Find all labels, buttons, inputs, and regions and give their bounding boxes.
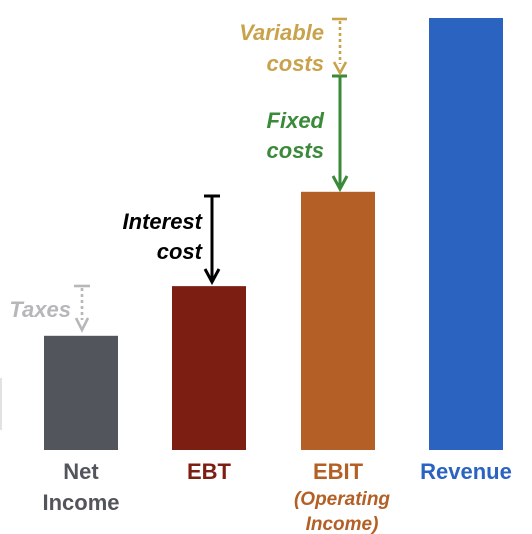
taxes-label: Taxes	[9, 297, 71, 322]
label-ebt: EBT	[187, 459, 232, 484]
interest-label-line1: Interest	[123, 209, 204, 234]
fixed-costs-deduction: Fixed costs	[267, 74, 349, 193]
label-net-income-line2: Income	[42, 490, 119, 515]
label-ebit-sub1: (Operating	[294, 489, 390, 510]
variable-costs-deduction: Variable costs	[239, 17, 348, 76]
label-ebit: EBIT	[313, 459, 364, 484]
label-ebit-sub2: Income)	[306, 514, 379, 534]
taxes-deduction: Taxes	[9, 284, 90, 333]
solid-arrow-icon	[203, 194, 221, 286]
fixed-costs-label-line2: costs	[267, 138, 324, 163]
dotted-arrow-icon	[74, 284, 90, 333]
solid-arrow-icon	[331, 74, 349, 193]
bar-ebt	[172, 286, 246, 450]
dotted-arrow-icon	[332, 17, 348, 76]
label-revenue: Revenue	[420, 459, 512, 484]
bar-revenue	[429, 18, 503, 450]
interest-cost-deduction: Interest cost	[123, 194, 221, 286]
bar-net-income	[44, 335, 118, 450]
variable-costs-label-line2: costs	[267, 51, 324, 76]
interest-label-line2: cost	[157, 239, 204, 264]
left-edge-mark	[0, 378, 2, 430]
fixed-costs-label-line1: Fixed	[267, 108, 325, 133]
bar-ebit	[301, 191, 375, 451]
variable-costs-label-line1: Variable	[239, 20, 324, 45]
label-net-income-line1: Net	[63, 459, 99, 484]
